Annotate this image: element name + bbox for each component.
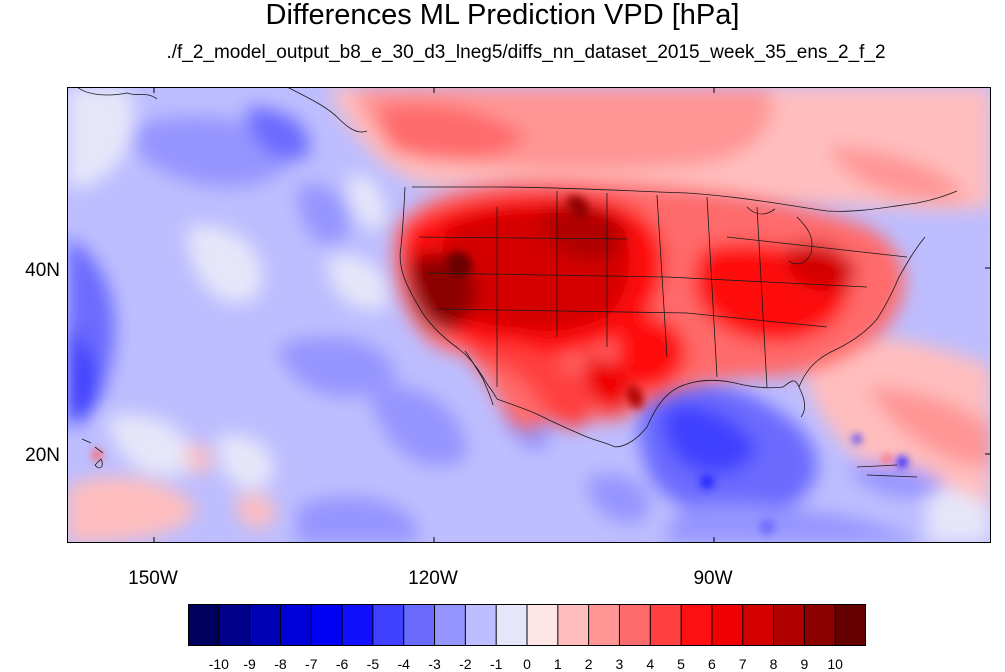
coastlines xyxy=(76,87,958,478)
colorbar-tick-label: -6 xyxy=(335,656,349,672)
colorbar-swatch xyxy=(311,604,343,646)
plot-title: Differences ML Prediction VPD [hPa] xyxy=(265,0,740,31)
colorbar-tick-label: -4 xyxy=(397,656,410,672)
colorbar-swatch xyxy=(804,604,836,646)
lon-label-150w: 150W xyxy=(128,568,178,589)
colorbar-tick-label: -8 xyxy=(274,656,287,672)
colorbar-swatch xyxy=(773,604,805,646)
colorbar-tick-label: 7 xyxy=(738,656,747,672)
colorbar-tick-label: -7 xyxy=(305,656,318,672)
lon-label-120w: 120W xyxy=(408,568,458,589)
colorbar-swatch xyxy=(188,604,220,646)
colorbar-tick-label: 2 xyxy=(584,656,593,672)
colorbar-swatch xyxy=(280,604,312,646)
colorbar-tick-label: 5 xyxy=(677,656,685,672)
colorbar-tick-label: 3 xyxy=(615,656,624,672)
colorbar-swatch xyxy=(496,604,528,646)
lat-label-20n: 20N xyxy=(25,445,60,466)
colorbar-swatch xyxy=(403,604,436,646)
colorbar-frame xyxy=(188,604,866,646)
colorbar-swatch xyxy=(218,604,251,646)
colorbar-tick-label: 9 xyxy=(800,656,809,672)
colorbar-swatch xyxy=(835,604,866,646)
colorbar-swatch xyxy=(588,604,620,646)
map-ticks xyxy=(153,87,991,543)
colorbar-tick-label: -3 xyxy=(428,656,441,672)
colorbar-swatch xyxy=(742,604,775,646)
colorbar-swatch xyxy=(711,604,744,646)
lat-label-40n: 40N xyxy=(25,260,60,281)
colorbar-swatch xyxy=(465,604,497,646)
colorbar-swatch xyxy=(557,604,590,646)
colorbar-tick-label: 10 xyxy=(827,656,843,672)
colorbar-tick-label: 1 xyxy=(553,656,562,672)
colorbar-tick-label: -10 xyxy=(208,656,229,672)
colorbar-swatch xyxy=(619,604,651,646)
colorbar-tick-label: 8 xyxy=(769,656,778,672)
colorbar-swatch xyxy=(249,604,281,646)
difference-map xyxy=(67,87,991,543)
colorbar-swatch xyxy=(681,604,713,646)
colorbar-tick-label: -1 xyxy=(489,656,503,672)
colorbar-tick-label: -9 xyxy=(243,656,256,672)
map-frame xyxy=(67,87,991,543)
colorbar xyxy=(188,604,866,646)
colorbar-tick-label: -2 xyxy=(459,656,472,672)
colorbar-swatch xyxy=(527,604,559,646)
colorbar-tick-label: 0 xyxy=(523,656,531,672)
plot-subtitle: ./f_2_model_output_b8_e_30_d3_lneg5/diff… xyxy=(166,42,886,63)
colorbar-swatch xyxy=(434,604,466,646)
colorbar-swatch xyxy=(372,604,405,646)
lon-label-90w: 90W xyxy=(693,568,733,589)
colorbar-tick-label: 6 xyxy=(708,656,716,672)
colorbar-swatch xyxy=(342,604,374,646)
colorbar-swatch xyxy=(650,604,682,646)
colorbar-tick-label: 4 xyxy=(646,656,655,672)
colorbar-tick-label: -5 xyxy=(366,656,380,672)
